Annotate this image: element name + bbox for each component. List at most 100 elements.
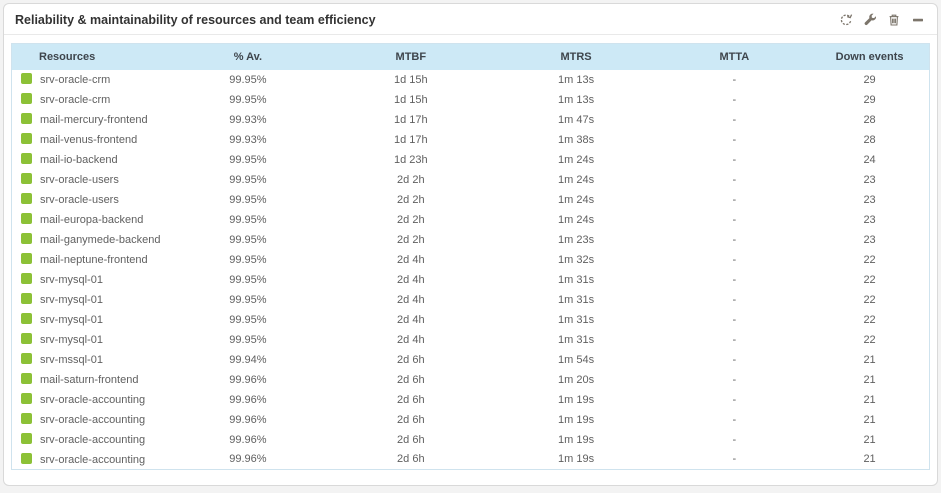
availability-value: 99.95% xyxy=(167,309,329,330)
mtbf-value: 2d 6h xyxy=(328,369,494,390)
mtbf-value: 1d 17h xyxy=(328,109,494,130)
mtbf-value: 2d 4h xyxy=(328,249,494,270)
widget-header: Reliability & maintainability of resourc… xyxy=(4,4,937,35)
down-events-value: 22 xyxy=(810,329,930,350)
refresh-icon[interactable] xyxy=(838,12,853,27)
table-row: mail-europa-backend 99.95% 2d 2h 1m 24s … xyxy=(11,209,930,230)
resource-name: mail-io-backend xyxy=(40,154,118,166)
down-events-value: 24 xyxy=(810,149,930,170)
table-row: mail-venus-frontend 99.93% 1d 17h 1m 38s… xyxy=(11,129,930,150)
status-ok-icon xyxy=(21,133,32,144)
col-header-down-events: Down events xyxy=(810,43,930,70)
resource-name: srv-oracle-accounting xyxy=(40,414,146,426)
resource-name: srv-mysql-01 xyxy=(40,314,103,326)
down-events-value: 21 xyxy=(810,409,930,430)
mtta-value: - xyxy=(658,109,811,130)
down-events-value: 21 xyxy=(810,369,930,390)
status-ok-icon xyxy=(21,393,32,404)
mtbf-value: 2d 2h xyxy=(328,229,494,250)
table-row: srv-oracle-crm 99.95% 1d 15h 1m 13s - 29 xyxy=(11,89,930,110)
table-row: srv-mysql-01 99.95% 2d 4h 1m 31s - 22 xyxy=(11,269,930,290)
mtrs-value: 1m 19s xyxy=(493,449,659,470)
minus-icon[interactable] xyxy=(910,12,925,27)
mtta-value: - xyxy=(658,369,811,390)
mtrs-value: 1m 19s xyxy=(493,389,659,410)
mtbf-value: 2d 6h xyxy=(328,429,494,450)
status-ok-icon xyxy=(21,433,32,444)
availability-value: 99.95% xyxy=(167,69,329,90)
mtbf-value: 2d 4h xyxy=(328,269,494,290)
mtrs-value: 1m 54s xyxy=(493,349,659,370)
table-row: mail-neptune-frontend 99.95% 2d 4h 1m 32… xyxy=(11,249,930,270)
status-ok-icon xyxy=(21,452,32,464)
mtta-value: - xyxy=(658,309,811,330)
mtta-value: - xyxy=(658,129,811,150)
availability-value: 99.96% xyxy=(167,449,329,470)
resource-name: mail-saturn-frontend xyxy=(40,374,139,386)
col-header-mtta: MTTA xyxy=(658,43,811,70)
down-events-value: 21 xyxy=(810,449,930,470)
mtbf-value: 1d 17h xyxy=(328,129,494,150)
table-header-row: Resources % Av. MTBF MTRS MTTA Down even… xyxy=(11,43,930,70)
trash-icon[interactable] xyxy=(886,12,901,27)
mtrs-value: 1m 24s xyxy=(493,209,659,230)
availability-value: 99.93% xyxy=(167,109,329,130)
table-row: srv-oracle-crm 99.95% 1d 15h 1m 13s - 29 xyxy=(11,69,930,90)
status-ok-icon xyxy=(21,93,32,104)
down-events-value: 28 xyxy=(810,129,930,150)
mtta-value: - xyxy=(658,409,811,430)
mtta-value: - xyxy=(658,349,811,370)
down-events-value: 23 xyxy=(810,169,930,190)
status-ok-icon xyxy=(21,113,32,124)
mtrs-value: 1m 31s xyxy=(493,269,659,290)
resource-name: mail-neptune-frontend xyxy=(40,254,148,266)
wrench-icon[interactable] xyxy=(862,12,877,27)
down-events-value: 28 xyxy=(810,109,930,130)
down-events-value: 29 xyxy=(810,69,930,90)
resource-name: mail-mercury-frontend xyxy=(40,114,148,126)
mtta-value: - xyxy=(658,169,811,190)
status-ok-icon xyxy=(21,373,32,384)
status-ok-icon xyxy=(21,273,32,284)
resource-name: srv-mysql-01 xyxy=(40,294,103,306)
down-events-value: 21 xyxy=(810,349,930,370)
mtta-value: - xyxy=(658,229,811,250)
table-row: srv-mysql-01 99.95% 2d 4h 1m 31s - 22 xyxy=(11,309,930,330)
mtrs-value: 1m 31s xyxy=(493,309,659,330)
availability-value: 99.95% xyxy=(167,269,329,290)
mtrs-value: 1m 24s xyxy=(493,169,659,190)
mtta-value: - xyxy=(658,329,811,350)
mtrs-value: 1m 47s xyxy=(493,109,659,130)
status-ok-icon xyxy=(21,353,32,364)
widget-toolbar xyxy=(838,12,925,27)
status-ok-icon xyxy=(21,413,32,424)
down-events-value: 22 xyxy=(810,269,930,290)
availability-value: 99.95% xyxy=(167,289,329,310)
mtbf-value: 2d 4h xyxy=(328,309,494,330)
mtrs-value: 1m 20s xyxy=(493,369,659,390)
table-row: mail-ganymede-backend 99.95% 2d 2h 1m 23… xyxy=(11,229,930,250)
availability-value: 99.95% xyxy=(167,249,329,270)
table-row: srv-oracle-accounting 99.96% 2d 6h 1m 19… xyxy=(11,389,930,410)
resource-name: srv-oracle-accounting xyxy=(40,434,146,446)
table-row: srv-oracle-accounting 99.96% 2d 6h 1m 19… xyxy=(11,409,930,430)
status-ok-icon xyxy=(21,333,32,344)
resource-name: srv-oracle-users xyxy=(40,194,119,206)
status-ok-icon xyxy=(21,73,32,84)
mtbf-value: 2d 6h xyxy=(328,349,494,370)
status-ok-icon xyxy=(21,233,32,244)
resource-name: mail-ganymede-backend xyxy=(40,234,161,246)
down-events-value: 23 xyxy=(810,189,930,210)
mtrs-value: 1m 19s xyxy=(493,409,659,430)
col-header-resources: Resources xyxy=(11,43,168,70)
table-row: mail-mercury-frontend 99.93% 1d 17h 1m 4… xyxy=(11,109,930,130)
status-ok-icon xyxy=(21,253,32,264)
table-row: srv-oracle-users 99.95% 2d 2h 1m 24s - 2… xyxy=(11,189,930,210)
availability-value: 99.95% xyxy=(167,89,329,110)
mtrs-value: 1m 13s xyxy=(493,69,659,90)
mtta-value: - xyxy=(658,69,811,90)
table-row: srv-mysql-01 99.95% 2d 4h 1m 31s - 22 xyxy=(11,329,930,350)
down-events-value: 22 xyxy=(810,289,930,310)
availability-value: 99.96% xyxy=(167,409,329,430)
mtbf-value: 2d 2h xyxy=(328,169,494,190)
